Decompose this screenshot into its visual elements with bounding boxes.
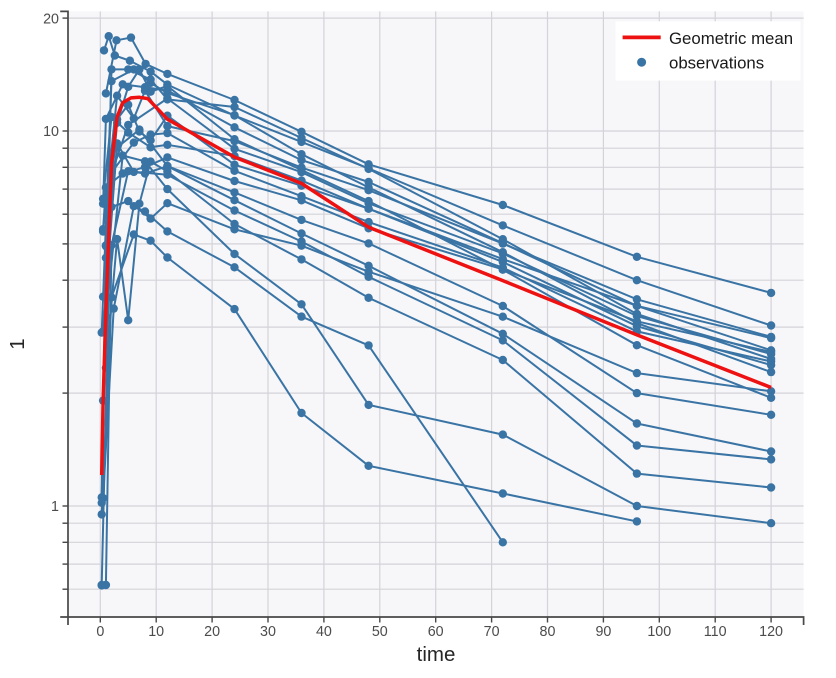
svg-text:10: 10 (148, 624, 164, 640)
svg-text:110: 110 (704, 624, 727, 640)
svg-text:Geometric mean: Geometric mean (669, 29, 793, 48)
svg-text:50: 50 (372, 624, 388, 640)
svg-text:80: 80 (540, 624, 556, 640)
svg-text:100: 100 (647, 624, 671, 640)
svg-text:20: 20 (43, 11, 59, 27)
svg-text:90: 90 (595, 624, 611, 640)
svg-text:observations: observations (669, 54, 764, 73)
svg-text:60: 60 (428, 624, 444, 640)
svg-text:40: 40 (316, 624, 332, 640)
svg-text:1: 1 (6, 338, 29, 349)
svg-text:20: 20 (204, 624, 220, 640)
svg-text:10: 10 (43, 124, 59, 140)
svg-text:time: time (417, 643, 456, 666)
svg-text:30: 30 (260, 624, 276, 640)
svg-text:120: 120 (759, 624, 783, 640)
svg-text:1: 1 (51, 499, 59, 515)
svg-text:0: 0 (96, 624, 104, 640)
svg-text:70: 70 (484, 624, 500, 640)
